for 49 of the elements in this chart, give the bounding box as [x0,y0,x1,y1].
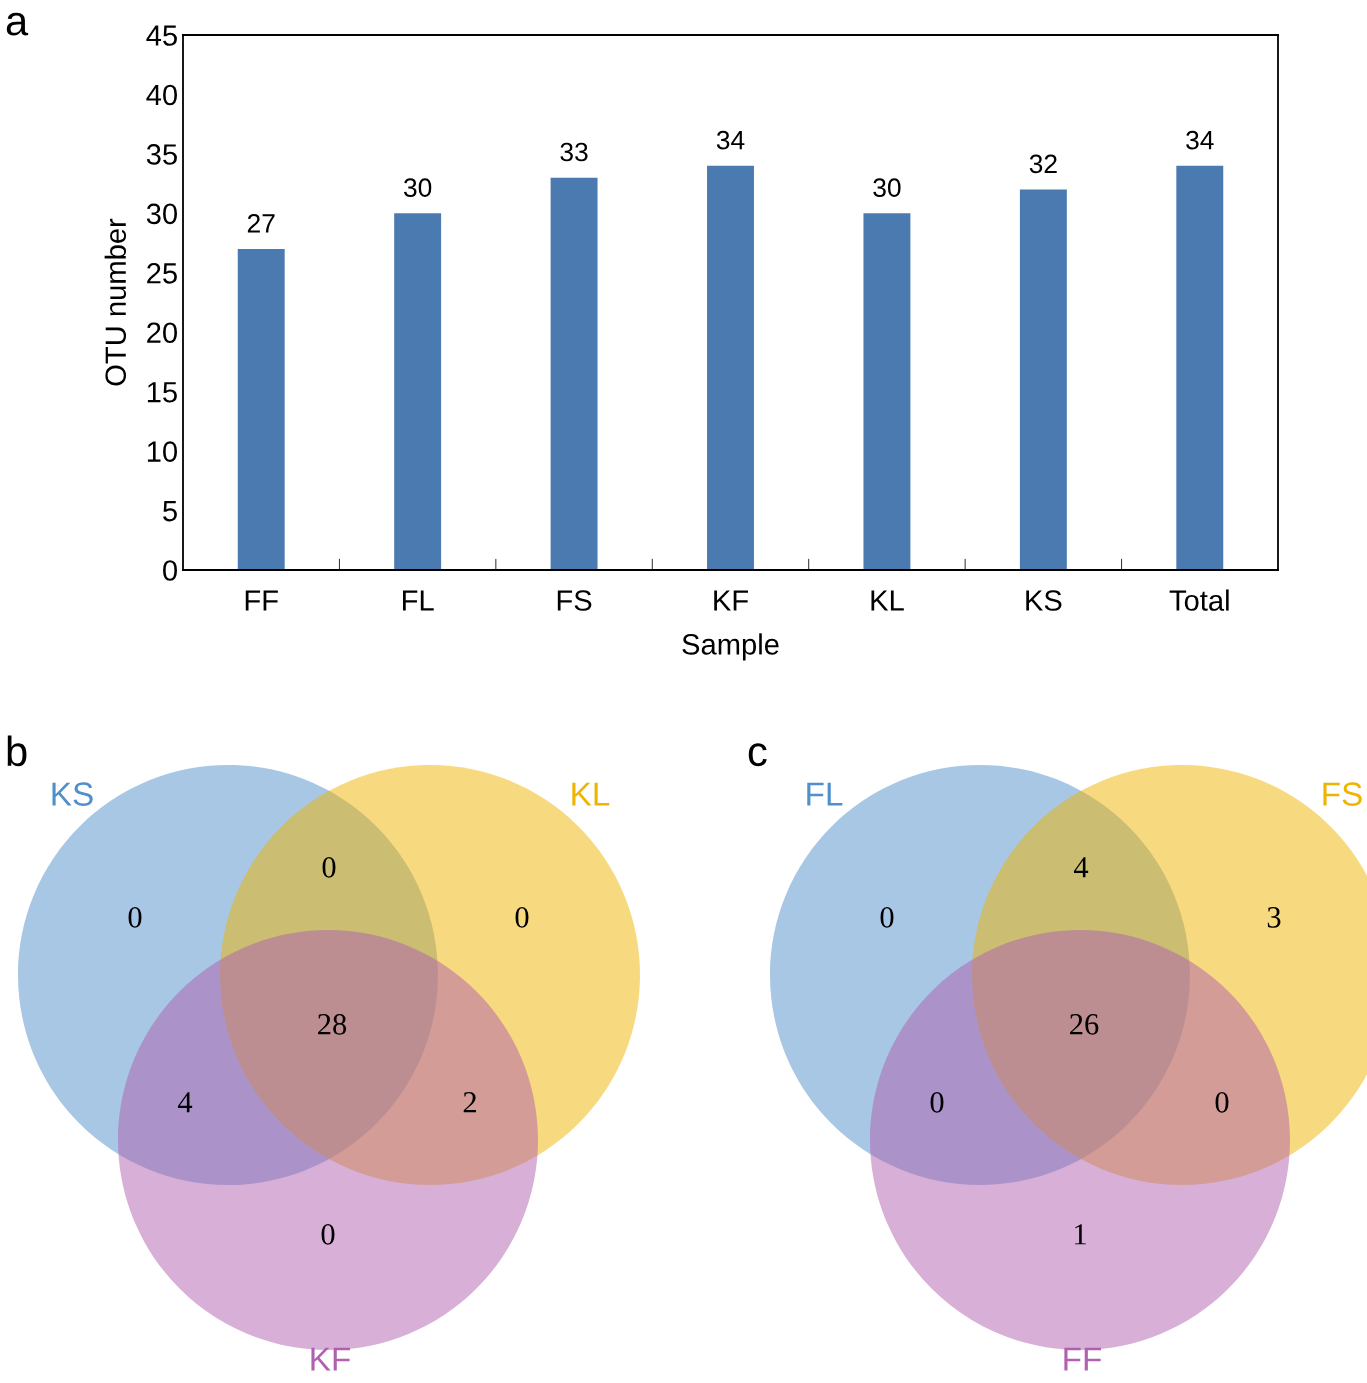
text: 0 [321,1224,335,1245]
text: 4 [177,1092,193,1113]
y-tick-label: 0 [163,560,177,581]
x-tick-label: KL [871,590,904,611]
data-label: 32 [1029,154,1057,174]
text: b [7,735,27,767]
data-label: 33 [560,142,588,162]
y-axis-title: OTU number [104,218,127,386]
text: c [748,743,767,767]
x-tick-label: Total [1169,589,1229,611]
x-tick-label: FF [245,590,278,611]
y-tick-label: 45 [146,25,177,46]
y-tick-label: 15 [147,382,177,403]
category-label: KL [572,782,610,806]
x-tick-label: FL [403,590,434,611]
data-label: 27 [247,213,275,233]
data-label: 34 [1186,130,1214,150]
text: 0 [515,907,529,928]
y-tick-label: 5 [163,501,177,522]
x-tick-label: KS [1026,590,1062,611]
text: 0 [930,1092,944,1113]
text: 0 [322,857,336,878]
text: 4 [1073,857,1089,878]
text: 0 [1215,1092,1229,1113]
y-tick-label: 30 [146,203,177,225]
y-tick-label: 35 [146,144,177,165]
y-tick-label: 10 [147,441,177,462]
text: 2 [463,1092,476,1113]
y-tick-label: 25 [147,262,177,284]
x-axis-title: Sample [682,633,779,661]
data-label: 30 [403,178,432,198]
text: 28 [318,1014,347,1035]
category-label: FS [1323,782,1362,806]
x-tick-label: KF [714,590,748,611]
text: 0 [128,907,142,928]
category-label: FF [1064,1347,1102,1371]
category-label: FL [807,782,843,806]
category-label: KS [52,782,93,806]
category-label: KF [311,1347,350,1371]
chart-title: a [6,12,29,36]
data-label: 34 [716,130,745,150]
text: 26 [1070,1014,1099,1035]
y-tick-label: 20 [147,322,177,344]
text: 0 [880,907,894,928]
data-label: 30 [873,178,901,198]
text: 3 [1267,907,1281,928]
y-tick-label: 40 [146,84,177,106]
text: 1 [1075,1224,1086,1245]
x-tick-label: FS [557,590,592,611]
